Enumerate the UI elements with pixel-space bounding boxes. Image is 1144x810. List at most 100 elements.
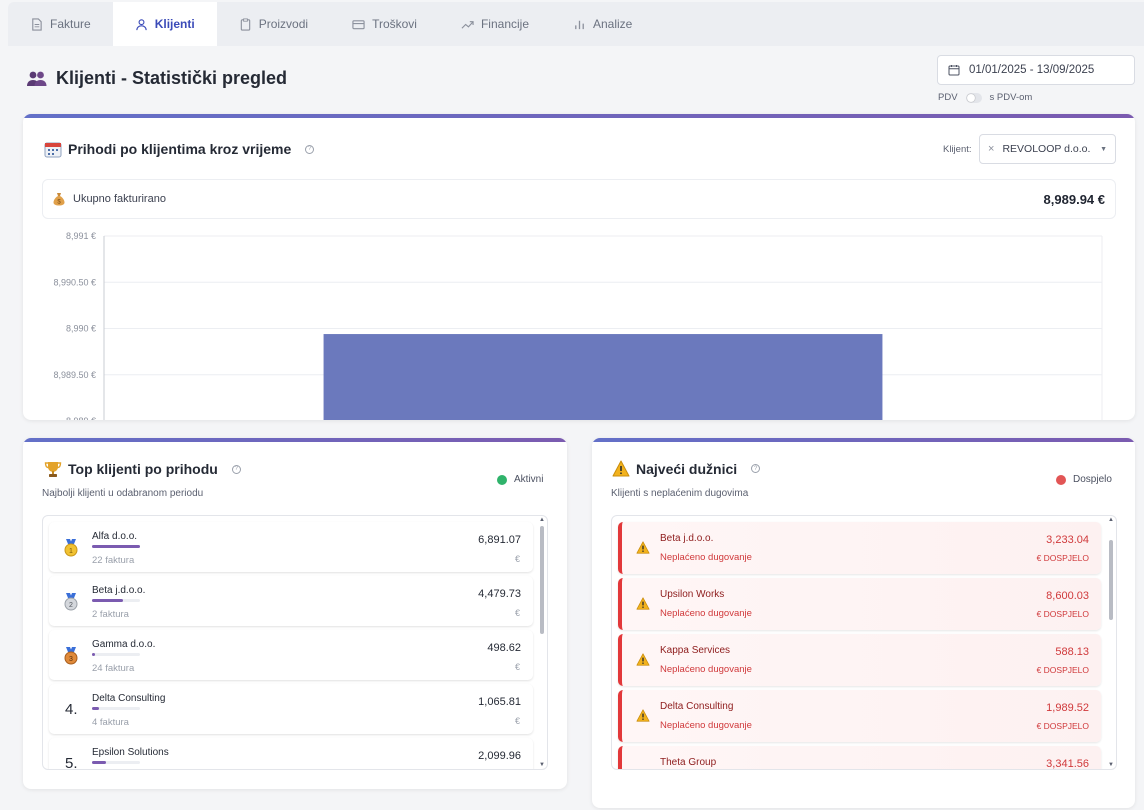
scrollbar-thumb[interactable] bbox=[540, 526, 544, 634]
revenue-share-bar bbox=[92, 653, 140, 656]
client-amount: 2,099.96 bbox=[478, 750, 521, 762]
scrollbar[interactable]: ▲ ▼ bbox=[1107, 517, 1115, 768]
debtor-name: Theta Group bbox=[660, 757, 717, 768]
revenue-share-fill bbox=[92, 653, 96, 656]
debt-description: Neplaćeno dugovanje bbox=[660, 720, 752, 731]
calendar-icon bbox=[948, 65, 960, 76]
revenue-share-bar bbox=[92, 707, 140, 710]
client-name: Gamma d.o.o. bbox=[92, 639, 156, 650]
status-label: Aktivni bbox=[514, 474, 544, 485]
debt-description: Neplaćeno dugovanje bbox=[660, 608, 752, 619]
debtor-name: Upsilon Works bbox=[660, 589, 725, 600]
top-clients-card: Top klijenti po prihodu ? Najbolji klije… bbox=[23, 438, 567, 789]
top-clients-title-text: Top klijenti po prihodu bbox=[68, 461, 218, 477]
invoice-count: 2 faktura bbox=[92, 609, 129, 620]
tab-bar: Fakture Klijenti Proizvodi Troškovi Fina… bbox=[8, 2, 1144, 46]
debt-amount: 3,233.04 bbox=[1046, 534, 1089, 546]
revenue-bar[interactable] bbox=[323, 334, 883, 420]
list-item[interactable]: Theta Group 3,341.56 bbox=[618, 746, 1101, 769]
status-dot bbox=[497, 474, 507, 485]
debt-amount: 8,600.03 bbox=[1046, 590, 1089, 602]
warning-icon bbox=[636, 653, 650, 666]
total-invoiced-value: 8,989.94 € bbox=[1043, 191, 1105, 207]
users-icon bbox=[27, 71, 47, 86]
pdv-switch-row: PDV s PDV-om bbox=[938, 92, 1032, 103]
y-tick-label: 8,989.50 € bbox=[53, 370, 96, 380]
list-item[interactable]: Upsilon Works Neplaćeno dugovanje 8,600.… bbox=[618, 578, 1101, 630]
top-clients-title: Top klijenti po prihodu ? bbox=[44, 460, 241, 478]
tab-proizvodi[interactable]: Proizvodi bbox=[217, 2, 330, 46]
trophy-icon bbox=[44, 462, 62, 477]
revenue-share-fill bbox=[92, 545, 140, 548]
tab-troskovi[interactable]: Troškovi bbox=[330, 2, 439, 46]
list-item[interactable]: 5. Epsilon Solutions 2,099.96 bbox=[49, 738, 533, 769]
pdv-on-label: s PDV-om bbox=[989, 92, 1033, 103]
pdv-toggle[interactable] bbox=[965, 92, 982, 103]
list-item[interactable]: Beta j.d.o.o. Neplaćeno dugovanje 3,233.… bbox=[618, 522, 1101, 574]
status-dot bbox=[1056, 474, 1066, 485]
revenue-share-bar bbox=[92, 545, 140, 548]
debt-description: Neplaćeno dugovanje bbox=[660, 664, 752, 675]
debt-status: € DOSPJELO bbox=[1036, 721, 1089, 731]
warning-icon bbox=[636, 709, 650, 722]
calendar-icon bbox=[44, 142, 62, 158]
client-select[interactable]: × REVOLOOP d.o.o. ▼ bbox=[979, 134, 1116, 164]
revenue-share-fill bbox=[92, 707, 100, 710]
debt-status: € DOSPJELO bbox=[1036, 553, 1089, 563]
scrollbar[interactable]: ▲ ▼ bbox=[538, 517, 546, 768]
list-item[interactable]: 1 Alfa d.o.o. 22 faktura 6,891.07 € bbox=[49, 522, 533, 572]
rank-number: 4. bbox=[65, 701, 78, 718]
tab-label: Analize bbox=[593, 17, 633, 31]
pdv-label: PDV bbox=[938, 92, 958, 103]
top-clients-subtitle: Najbolji klijenti u odabranom periodu bbox=[42, 488, 204, 499]
svg-text:$: $ bbox=[57, 200, 61, 206]
list-item[interactable]: Delta Consulting Neplaćeno dugovanje 1,9… bbox=[618, 690, 1101, 742]
debt-status: € DOSPJELO bbox=[1036, 665, 1089, 675]
svg-text:3: 3 bbox=[69, 656, 73, 663]
tab-fakture[interactable]: Fakture bbox=[8, 2, 113, 46]
debtors-title: Najveći dužnici ? bbox=[612, 460, 761, 477]
tab-analize[interactable]: Analize bbox=[551, 2, 654, 46]
silver-medal-icon: 2 bbox=[64, 593, 78, 611]
scroll-up-icon[interactable]: ▲ bbox=[539, 517, 545, 523]
debtor-name: Delta Consulting bbox=[660, 701, 734, 712]
tab-financije[interactable]: Financije bbox=[439, 2, 551, 46]
help-icon[interactable]: ? bbox=[231, 464, 241, 474]
y-tick-label: 8,991 € bbox=[66, 231, 96, 241]
scroll-down-icon[interactable]: ▼ bbox=[539, 762, 545, 768]
document-icon bbox=[32, 17, 42, 31]
help-icon[interactable]: ? bbox=[305, 144, 315, 154]
debt-status: € DOSPJELO bbox=[1036, 609, 1089, 619]
page-header: Klijenti - Statistički pregled bbox=[26, 68, 287, 89]
help-icon[interactable]: ? bbox=[751, 464, 761, 473]
client-amount: 6,891.07 bbox=[478, 534, 521, 546]
tab-label: Troškovi bbox=[372, 17, 417, 31]
total-invoiced-row: $ Ukupno fakturirano 8,989.94 € bbox=[42, 179, 1116, 219]
client-amount: 1,065.81 bbox=[478, 696, 521, 708]
tab-label: Proizvodi bbox=[258, 17, 309, 31]
revenue-share-bar bbox=[92, 761, 140, 764]
revenue-card: Prihodi po klijentima kroz vrijeme ? Kli… bbox=[23, 114, 1135, 420]
currency: € bbox=[514, 662, 520, 672]
clear-icon[interactable]: × bbox=[988, 143, 995, 155]
debtors-list[interactable]: Beta j.d.o.o. Neplaćeno dugovanje 3,233.… bbox=[611, 515, 1117, 770]
tab-klijenti[interactable]: Klijenti bbox=[112, 2, 217, 46]
scrollbar-thumb[interactable] bbox=[1109, 540, 1113, 620]
top-clients-list[interactable]: 1 Alfa d.o.o. 22 faktura 6,891.07 € 2 Be… bbox=[42, 515, 548, 770]
money-bag-icon: $ bbox=[53, 193, 65, 206]
currency: € bbox=[514, 608, 520, 618]
list-item[interactable]: 2 Beta j.d.o.o. 2 faktura 4,479.73 € bbox=[49, 576, 533, 626]
scroll-up-icon[interactable]: ▲ bbox=[1108, 517, 1114, 523]
debtors-title-text: Najveći dužnici bbox=[636, 460, 738, 477]
tab-label: Financije bbox=[480, 17, 529, 31]
y-tick-label: 8,989 € bbox=[66, 416, 96, 420]
scroll-down-icon[interactable]: ▼ bbox=[1108, 762, 1114, 768]
warning-icon bbox=[612, 460, 630, 477]
date-range-picker[interactable]: 01/01/2025 - 13/09/2025 bbox=[937, 55, 1135, 85]
debt-amount: 588.13 bbox=[1055, 646, 1089, 658]
debtors-card: Najveći dužnici ? Klijenti s neplaćenim … bbox=[592, 438, 1135, 808]
list-item[interactable]: Kappa Services Neplaćeno dugovanje 588.1… bbox=[618, 634, 1101, 686]
list-item[interactable]: 3 Gamma d.o.o. 24 faktura 498.62 € bbox=[49, 630, 533, 680]
svg-text:1: 1 bbox=[69, 548, 73, 555]
list-item[interactable]: 4. Delta Consulting 4 faktura 1,065.81 € bbox=[49, 684, 533, 734]
